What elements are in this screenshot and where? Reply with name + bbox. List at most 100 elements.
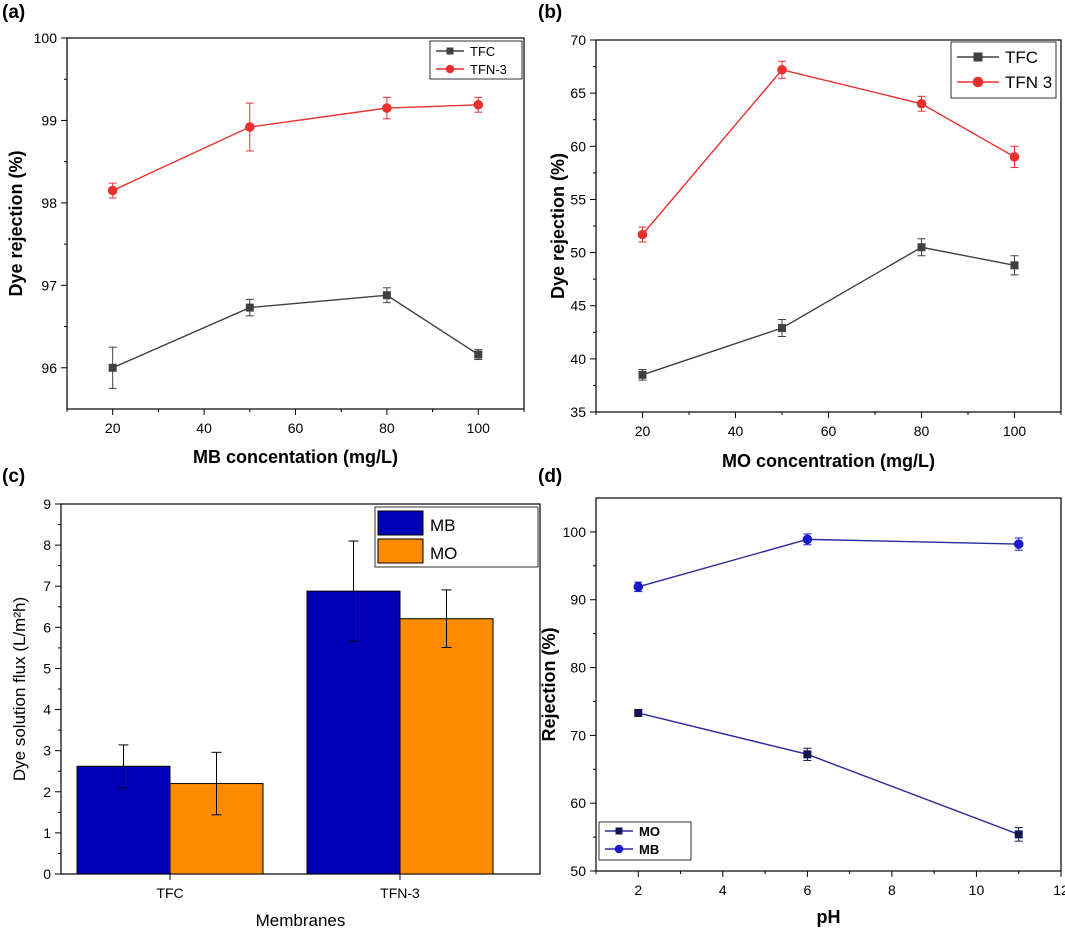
y-axis-title: Dye rejection (%)	[548, 153, 568, 299]
legend-box	[429, 40, 523, 80]
series-line-MB	[638, 538, 1019, 588]
panel-label-a: (a)	[2, 2, 25, 23]
x-tick-label: 40	[728, 423, 744, 439]
x-axis-title: pH	[817, 907, 841, 927]
chart-a: 20 40 60 80 100 96 97 98 99 100 MB concentation (m…	[6, 30, 525, 467]
y-tick-label: 5	[43, 660, 51, 676]
x-tick-label: 80	[379, 420, 395, 436]
y-tick-label: 97	[41, 277, 57, 293]
x-tick-label: 20	[105, 420, 121, 436]
plot-frame	[66, 37, 525, 410]
x-tick-label: TFC	[156, 885, 183, 901]
y-tick-label: 50	[570, 863, 586, 879]
panel-label-b: (b)	[538, 2, 562, 23]
data-point	[917, 243, 926, 252]
legend-label: MB	[639, 842, 659, 857]
series-line-MO	[638, 712, 1019, 836]
y-axis-title: Rejection (%)	[539, 627, 559, 741]
legend-label: TFC	[1005, 48, 1038, 67]
series-line-TFN-3	[112, 104, 479, 192]
data-point	[633, 582, 644, 592]
y-tick-label: 99	[41, 112, 57, 128]
x-tick-label: 10	[969, 882, 985, 898]
data-point	[777, 64, 787, 75]
x-axis-title: MO concentration (mg/L)	[722, 451, 935, 471]
x-tick-label: 40	[196, 420, 212, 436]
x-axis-title: Membranes	[256, 911, 346, 930]
y-tick-label: 45	[570, 298, 586, 314]
x-tick-label: 8	[888, 882, 896, 898]
legend-marker	[446, 47, 454, 55]
y-tick-label: 60	[570, 795, 586, 811]
data-point	[382, 291, 391, 300]
series-line-TFC	[642, 246, 1015, 376]
data-point	[473, 99, 484, 110]
data-point	[803, 750, 812, 759]
x-tick-label: 100	[467, 420, 491, 436]
legend-swatch	[377, 538, 424, 564]
y-tick-label: 80	[570, 660, 586, 676]
legend-marker	[973, 52, 983, 62]
y-tick-label: 35	[570, 404, 586, 420]
y-tick-label: 7	[43, 578, 51, 594]
y-tick-label: 70	[570, 32, 586, 48]
x-axis-title: MB concentation (mg/L)	[193, 447, 398, 467]
x-tick-label: 20	[635, 423, 651, 439]
data-point	[382, 103, 392, 113]
data-point	[1013, 539, 1024, 549]
x-tick-label: 6	[803, 882, 811, 898]
y-tick-label: 8	[43, 537, 51, 553]
y-axis-title: Dye solution flux (L/m²h)	[10, 597, 29, 781]
x-tick-label: 2	[634, 882, 642, 898]
data-point	[1009, 152, 1020, 162]
series-line-TFC	[112, 294, 479, 369]
y-tick-label: 1	[43, 825, 51, 841]
legend-label: TFC	[470, 44, 495, 59]
x-tick-label: 60	[821, 423, 837, 439]
data-point	[107, 185, 118, 196]
x-tick-label: 12	[1053, 882, 1065, 898]
data-point	[802, 534, 813, 545]
legend-box	[598, 821, 692, 861]
x-tick-label: 60	[288, 420, 304, 436]
data-point	[634, 708, 643, 717]
y-tick-label: 65	[570, 85, 586, 101]
y-tick-label: 60	[570, 138, 586, 154]
data-point	[916, 98, 927, 109]
y-tick-label: 0	[43, 866, 51, 882]
data-point	[638, 370, 647, 379]
legend-swatch	[377, 510, 424, 536]
legend-marker	[972, 76, 984, 88]
legend-label: MO	[639, 824, 660, 839]
data-point	[637, 229, 648, 240]
panel-label-d: (d)	[538, 466, 562, 487]
y-tick-label: 2	[43, 784, 51, 800]
data-point	[474, 350, 483, 359]
series-line-TFN 3	[641, 68, 1015, 235]
y-tick-label: 6	[43, 619, 51, 635]
y-tick-label: 40	[570, 351, 586, 367]
x-tick-label: 4	[719, 882, 727, 898]
x-tick-label: 80	[914, 423, 930, 439]
legend-label: MB	[430, 516, 456, 535]
legend-label: TFN-3	[470, 62, 507, 77]
y-tick-label: 4	[43, 702, 51, 718]
x-tick-label: 100	[1003, 423, 1027, 439]
data-point	[245, 122, 255, 132]
legend-box	[950, 41, 1057, 99]
data-point	[1014, 830, 1023, 839]
data-point	[778, 324, 786, 333]
y-tick-label: 3	[43, 743, 51, 759]
legend-label: TFN 3	[1005, 73, 1052, 92]
x-tick-label: TFN-3	[380, 885, 420, 901]
y-tick-label: 50	[570, 245, 586, 261]
data-point	[245, 303, 254, 312]
y-tick-label: 9	[43, 496, 51, 512]
bar-MO-TFN-3	[399, 618, 494, 875]
plot-frame	[595, 497, 1062, 872]
y-tick-label: 90	[570, 592, 586, 608]
legend-label: MO	[430, 544, 457, 563]
panel-label-c: (c)	[2, 466, 25, 487]
legend-marker	[615, 827, 623, 835]
